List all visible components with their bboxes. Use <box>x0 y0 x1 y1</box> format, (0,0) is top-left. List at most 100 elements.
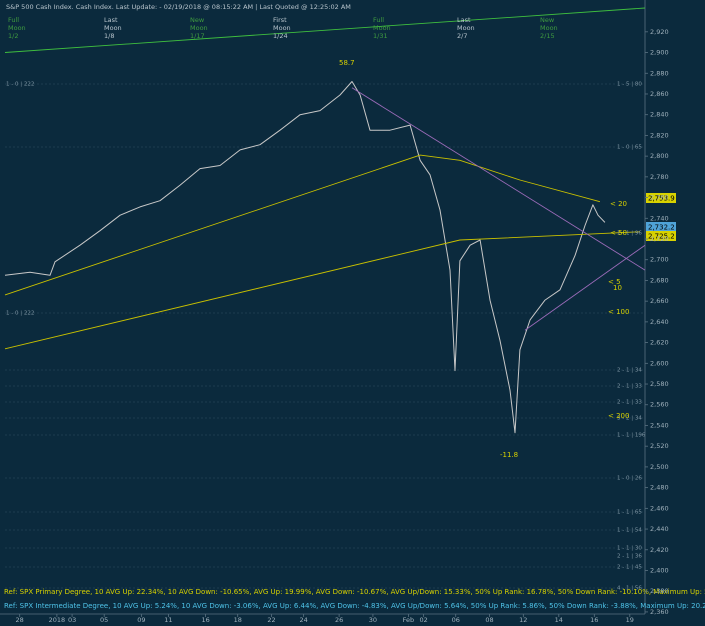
series-line <box>4 81 606 434</box>
y-tick-label: 2,840 <box>650 111 669 119</box>
level-label: 1 - 0 | 26 <box>617 476 642 482</box>
level-label: 1 - 1 | 54 <box>617 528 642 534</box>
annotation: < 20 <box>610 200 627 208</box>
x-tick-label: 16 <box>201 616 209 624</box>
x-tick-label: 18 <box>234 616 242 624</box>
y-tick-label: 2,680 <box>650 276 669 284</box>
x-tick-label: 16 <box>590 616 598 624</box>
moon-phase-date: 1/24 <box>273 32 288 40</box>
level-lines <box>5 83 645 589</box>
moon-phase-date: 2/15 <box>540 32 555 40</box>
moon-phase-word: Moon <box>373 24 391 32</box>
series-line <box>351 87 646 271</box>
series-line <box>4 231 640 350</box>
moon-phase-phase: Last <box>457 16 471 24</box>
y-tick-label: 2,380 <box>650 587 669 595</box>
annotation: < 200 <box>608 412 629 420</box>
moon-phase-phase: First <box>273 16 287 24</box>
x-tick-label: 05 <box>100 616 108 624</box>
level-label: 2 - 1 | 45 <box>617 565 642 571</box>
moon-phase-date: 1/31 <box>373 32 388 40</box>
level-label: 2 - 1 | 33 <box>617 400 642 406</box>
y-tick-label: 2,740 <box>650 214 669 222</box>
y-tick-label: 2,860 <box>650 90 669 98</box>
level-label: 1 - 0 | 65 <box>617 145 642 151</box>
moon-phase-date: 2/7 <box>457 32 467 40</box>
level-label: 4 - 1 | 56 <box>617 586 642 592</box>
annotation: -11.8 <box>500 451 518 459</box>
y-tick-label: 2,800 <box>650 152 669 160</box>
x-tick-label: 11 <box>164 616 172 624</box>
moon-phase-date: 1/17 <box>190 32 205 40</box>
y-tick-label: 2,460 <box>650 504 669 512</box>
x-tick-label: Feb <box>403 616 415 624</box>
level-label: 1 - 0 | 222 <box>6 82 34 88</box>
moon-phase-phase: Full <box>8 16 19 24</box>
y-tick-label: 2,500 <box>650 463 669 471</box>
y-tick-label: 2,560 <box>650 401 669 409</box>
y-tick-label: 2,900 <box>650 49 669 57</box>
y-tick-label: 2,700 <box>650 256 669 264</box>
x-tick-label: 26 <box>335 616 343 624</box>
moon-phase-date: 1/2 <box>8 32 18 40</box>
moon-phase-phase: Full <box>373 16 384 24</box>
series-line <box>4 7 646 53</box>
moon-phase-word: Moon <box>104 24 122 32</box>
y-tick-label: 2,720 <box>650 235 669 243</box>
moon-phase-word: Moon <box>457 24 475 32</box>
price-box <box>646 231 676 241</box>
chart-title: S&P 500 Cash Index. Cash Index. Last Upd… <box>6 3 351 11</box>
moon-phase-phase: New <box>190 16 205 24</box>
plot-area <box>4 7 646 434</box>
price-box-label: 2,753.9 <box>648 195 675 203</box>
x-tick-label: 22 <box>267 616 275 624</box>
x-tick-label: 12 <box>519 616 527 624</box>
level-label: 2 - 1 | 36 <box>617 554 642 560</box>
y-tick-label: 2,440 <box>650 525 669 533</box>
level-label: 1 - 1 | 30 <box>617 546 642 552</box>
y-tick-label: 2,660 <box>650 297 669 305</box>
x-tick-label: 24 <box>299 616 307 624</box>
x-tick-label: 06 <box>452 616 460 624</box>
x-tick-label: 30 <box>369 616 377 624</box>
annotation: < 5 <box>608 278 621 286</box>
moon-phase-word: Moon <box>190 24 208 32</box>
y-tick-label: 2,640 <box>650 318 669 326</box>
level-label: 1 - 0 | 222 <box>6 311 34 317</box>
x-tick-label: 03 <box>68 616 76 624</box>
y-tick-label: 2,880 <box>650 69 669 77</box>
footer-stats: Ref: SPX Primary Degree, 10 AVG Up: 22.3… <box>4 588 705 596</box>
level-label: 1 - 1 | 96 <box>617 231 642 237</box>
y-tick-label: 2,820 <box>650 131 669 139</box>
annotation: 58.7 <box>339 59 355 67</box>
y-tick-label: 2,580 <box>650 380 669 388</box>
x-tick-label: 28 <box>16 616 24 624</box>
x-tick-label: 09 <box>137 616 145 624</box>
moon-phase-word: Moon <box>273 24 291 32</box>
x-tick-label: 2018 <box>49 616 66 624</box>
series-line <box>524 244 646 331</box>
annotation: 10 <box>613 284 622 292</box>
moon-phase-phase: Last <box>104 16 118 24</box>
footer-stats: Ref: SPX Intermediate Degree, 10 AVG Up:… <box>4 602 705 610</box>
y-tick-label: 2,780 <box>650 173 669 181</box>
moon-phase-date: 1/8 <box>104 32 114 40</box>
moon-phase-word: Moon <box>540 24 558 32</box>
level-label: 1 - 1 | 196 <box>617 433 646 439</box>
moon-phase-phase: New <box>540 16 555 24</box>
annotation: < 100 <box>608 308 629 316</box>
level-label: 2 - 1 | 34 <box>617 368 642 374</box>
x-tick-label: 02 <box>419 616 427 624</box>
y-tick-label: 2,600 <box>650 359 669 367</box>
y-tick-label: 2,520 <box>650 442 669 450</box>
price-box-label: 2,732.2 <box>648 224 675 232</box>
series-line <box>4 154 601 296</box>
level-label: 1 - 5 | 80 <box>617 82 642 88</box>
y-tick-label: 2,920 <box>650 28 669 36</box>
annotation: < 50 <box>610 229 627 237</box>
level-label: 2 - 1 | 33 <box>617 384 642 390</box>
x-tick-label: 08 <box>485 616 493 624</box>
y-tick-label: 2,420 <box>650 546 669 554</box>
moon-phase-word: Moon <box>8 24 26 32</box>
